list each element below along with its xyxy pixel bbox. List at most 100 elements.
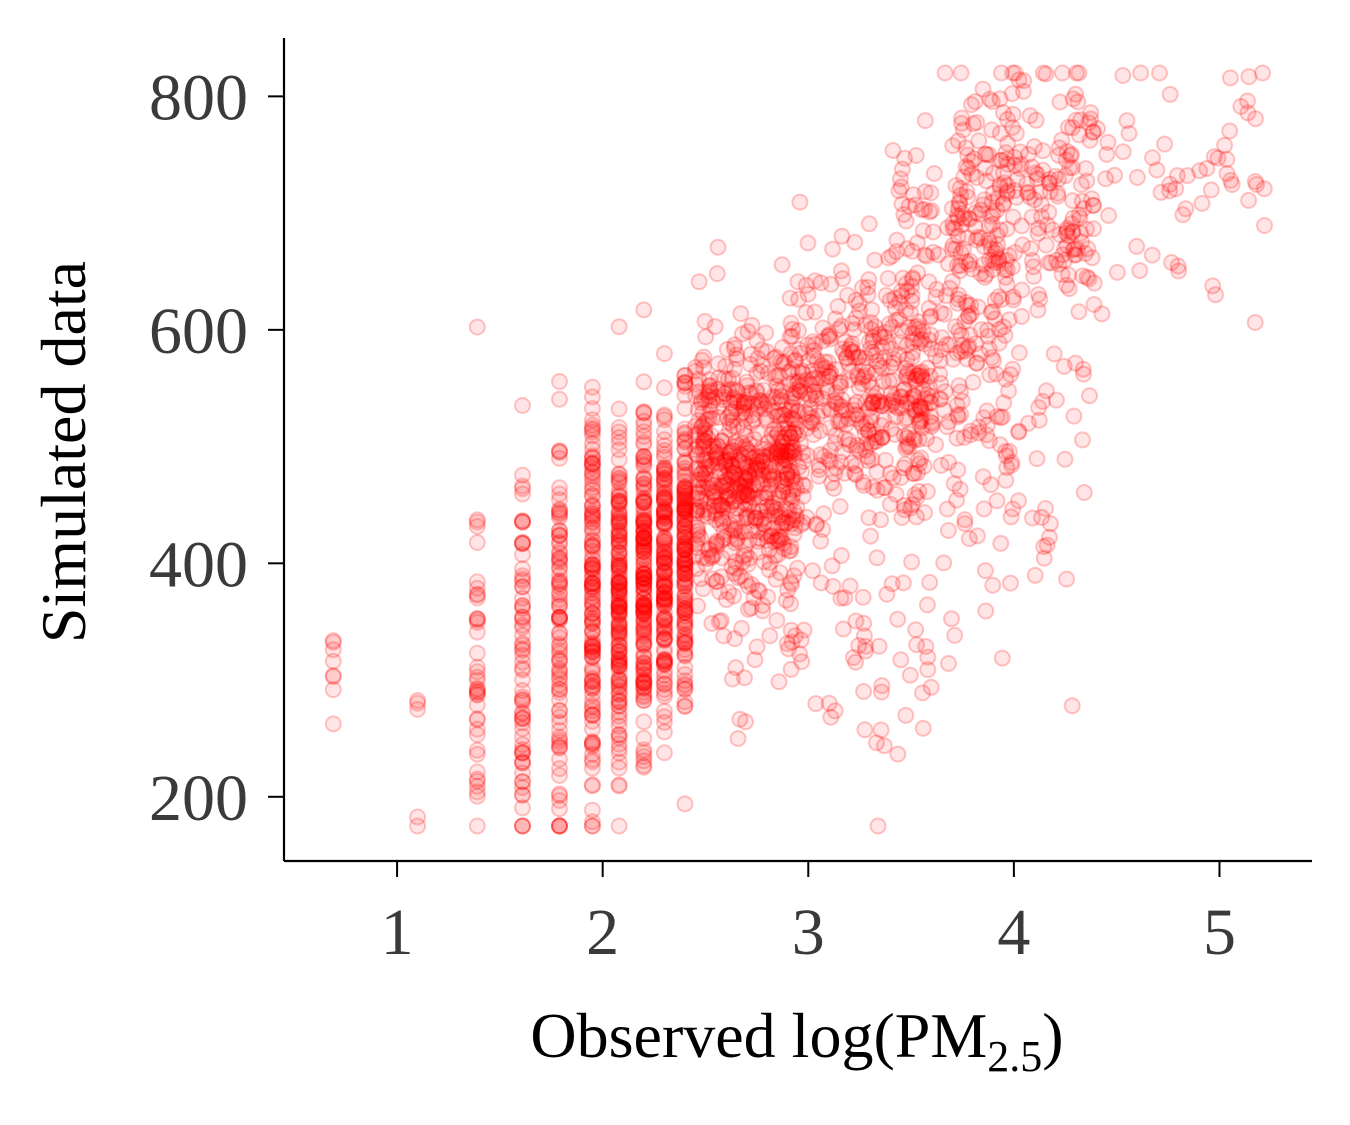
data-point [1240,68,1258,86]
data-point [782,345,800,363]
data-point [655,469,673,487]
data-point [610,598,628,616]
data-point [610,726,628,744]
data-point [898,336,916,354]
data-point [686,362,704,380]
data-point [610,777,628,795]
data-point [655,345,673,363]
data-point [822,708,840,726]
x-tick-label: 4 [997,896,1030,969]
data-point [676,615,694,633]
data-point [514,533,531,551]
data-point [551,817,568,835]
data-point [635,757,653,774]
data-point [610,652,628,670]
data-point [610,492,628,510]
data-point [692,418,710,436]
data-point [655,650,673,668]
data-point [583,581,601,599]
data-point [583,776,601,794]
data-point [655,475,673,493]
data-point [635,540,653,558]
data-point [635,610,653,628]
data-point [810,467,828,485]
data-point [514,744,531,762]
data-point [694,404,712,422]
data-point [583,706,601,724]
data-point [919,661,937,679]
data-point [992,534,1010,552]
data-point [655,462,673,480]
data-point [812,574,830,592]
data-point [583,643,601,661]
data-point [832,589,850,607]
data-point [610,568,628,586]
data-point [635,584,653,601]
data-point [737,470,755,488]
data-point [689,483,707,501]
y-tick-label: 400 [149,528,248,601]
data-point [655,489,673,507]
data-point [551,664,568,682]
data-point [610,717,628,735]
data-points [324,64,1273,835]
data-point [551,443,568,461]
data-point [854,588,872,606]
data-point [551,662,568,680]
data-point [956,515,974,533]
data-point [687,547,704,565]
data-point [975,238,993,256]
data-point [1057,151,1075,169]
data-point [740,497,758,514]
data-point [635,670,653,688]
data-point [551,550,568,568]
data-point [583,508,601,526]
data-point [583,510,601,528]
data-point [551,553,568,571]
data-point [610,574,628,592]
data-point [1106,166,1124,184]
data-point [946,220,964,238]
data-point [791,193,809,211]
data-point [610,559,628,577]
data-point [1028,450,1046,468]
data-point [551,608,568,626]
data-point [583,576,601,593]
data-point [635,752,653,770]
data-point [635,672,653,690]
x-tick-label: 5 [1203,896,1236,969]
data-point [551,575,568,593]
data-point [514,754,531,772]
data-point [655,533,673,550]
data-point [1081,387,1098,405]
data-point [610,817,628,835]
data-point [583,419,601,437]
data-point [635,600,653,618]
data-point [932,456,950,474]
data-point [610,575,628,593]
data-point [822,401,840,419]
data-point [551,702,568,720]
data-point [635,535,653,553]
data-point [655,406,673,424]
data-point [610,616,628,633]
data-point [635,524,653,541]
data-point [801,399,819,417]
data-point [635,404,653,422]
data-point [1004,291,1022,309]
data-point [635,513,653,531]
data-point [583,454,601,472]
data-point [635,423,653,441]
data-point [1114,67,1132,84]
data-point [655,555,673,573]
data-point [468,817,486,835]
data-point [917,390,935,408]
data-point [635,550,653,568]
data-point [551,624,568,642]
data-point [710,613,728,631]
data-point [468,579,486,597]
data-point [635,301,653,319]
data-point [655,681,673,698]
data-point [610,654,628,672]
data-point [610,711,628,729]
